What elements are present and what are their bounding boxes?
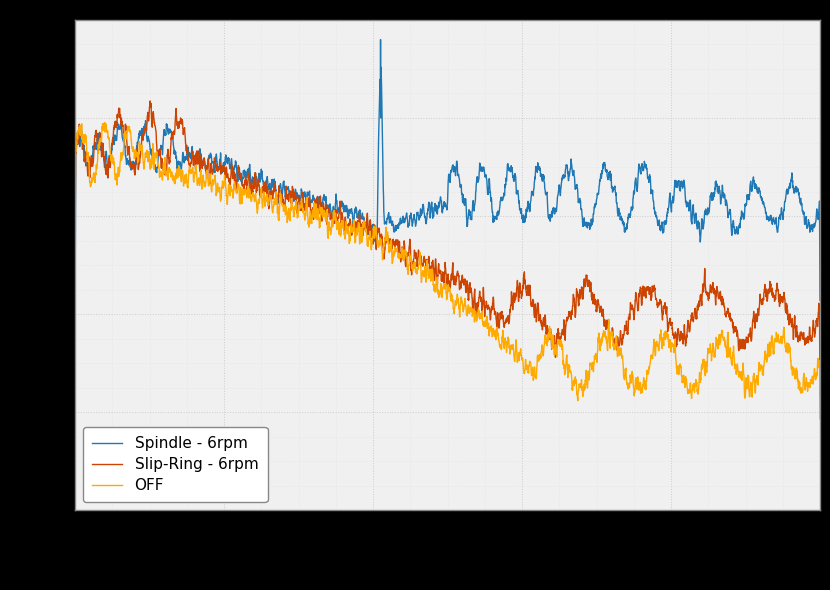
- Legend: Spindle - 6rpm, Slip-Ring - 6rpm, OFF: Spindle - 6rpm, Slip-Ring - 6rpm, OFF: [83, 427, 267, 502]
- OFF: [70, 293, 80, 300]
- Slip-Ring - 6rpm: [70, 287, 80, 294]
- OFF: [199, 183, 209, 190]
- Spindle - 6rpm: [815, 297, 825, 304]
- OFF: [100, 119, 110, 126]
- Spindle - 6rpm: [375, 36, 385, 43]
- OFF: [388, 252, 398, 259]
- OFF: [815, 415, 825, 422]
- Slip-Ring - 6rpm: [356, 224, 366, 231]
- Spindle - 6rpm: [70, 326, 80, 333]
- Spindle - 6rpm: [155, 152, 165, 159]
- Line: Slip-Ring - 6rpm: Slip-Ring - 6rpm: [75, 101, 820, 395]
- OFF: [801, 382, 811, 389]
- Slip-Ring - 6rpm: [145, 97, 155, 104]
- OFF: [720, 343, 730, 350]
- Slip-Ring - 6rpm: [801, 338, 811, 345]
- Slip-Ring - 6rpm: [720, 310, 730, 317]
- OFF: [356, 224, 366, 231]
- OFF: [155, 170, 165, 177]
- Spindle - 6rpm: [199, 156, 209, 163]
- Slip-Ring - 6rpm: [815, 391, 825, 398]
- Spindle - 6rpm: [356, 215, 366, 222]
- Line: OFF: OFF: [75, 123, 820, 419]
- Spindle - 6rpm: [720, 199, 730, 206]
- Spindle - 6rpm: [388, 222, 398, 229]
- Line: Spindle - 6rpm: Spindle - 6rpm: [75, 40, 820, 329]
- Slip-Ring - 6rpm: [155, 148, 165, 155]
- Slip-Ring - 6rpm: [199, 156, 209, 163]
- Spindle - 6rpm: [801, 220, 811, 227]
- Slip-Ring - 6rpm: [388, 236, 398, 243]
